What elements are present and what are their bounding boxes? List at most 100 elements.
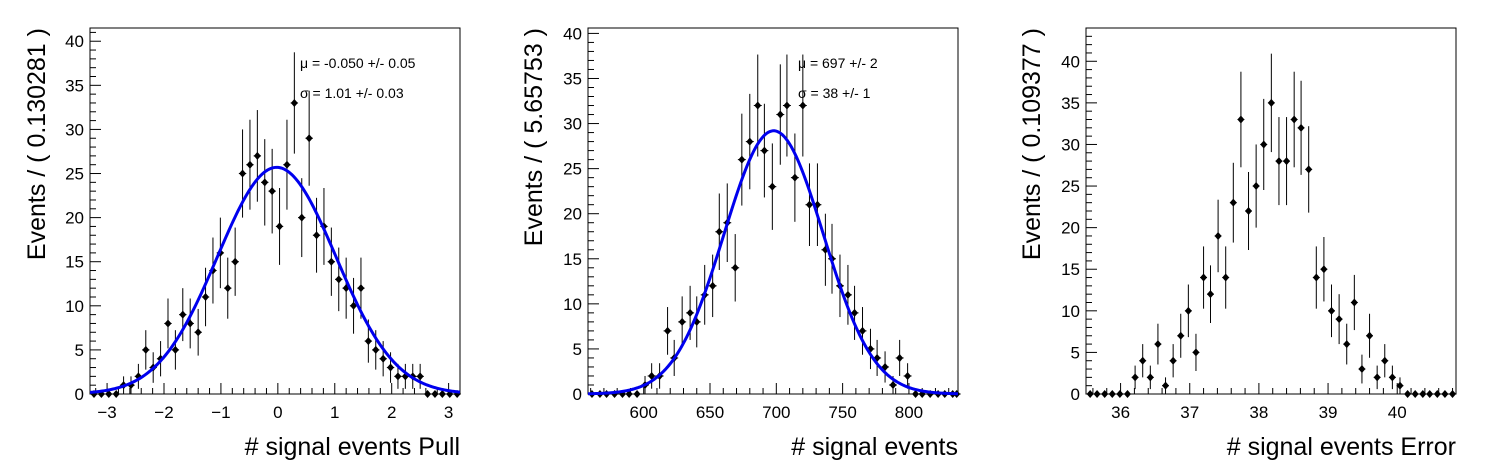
x-tick-label: −1 [211, 403, 230, 422]
data-point [1177, 331, 1185, 340]
data-point [179, 310, 187, 319]
data-point [1396, 381, 1404, 390]
data-point [171, 345, 179, 354]
data-point [142, 345, 150, 354]
data-point [851, 308, 859, 317]
data-point [1086, 390, 1094, 398]
data-point [1162, 381, 1170, 390]
data-point [904, 371, 912, 380]
data-point [276, 222, 284, 231]
data-point [1433, 390, 1441, 398]
data-point [1252, 182, 1260, 191]
data-point [1449, 390, 1457, 398]
data-point [112, 390, 120, 398]
data-point [253, 151, 261, 160]
y-axis-label: Events / ( 5.65753 ) [520, 28, 548, 246]
data-point [305, 134, 313, 143]
data-point [364, 337, 372, 346]
data-point [372, 345, 380, 354]
signal-events-panel: # signal events Events / ( 5.65753 ) μ =… [520, 24, 961, 461]
y-tick-label: 15 [1061, 260, 1080, 279]
data-point [678, 317, 686, 326]
data-point [715, 227, 723, 236]
data-point [791, 173, 799, 182]
data-point [1222, 273, 1230, 282]
data-point [738, 155, 746, 164]
data-point [1350, 298, 1358, 307]
data-point [1373, 373, 1381, 382]
y-tick-label: 15 [563, 250, 582, 269]
y-tick-label: 10 [65, 297, 84, 316]
y-axis-label: Events / ( 0.130281 ) [23, 28, 51, 260]
data-point [335, 275, 343, 284]
data-point [1358, 365, 1366, 374]
data-point [394, 372, 402, 381]
y-tick-label: 25 [1061, 177, 1080, 196]
y-tick-label: 5 [573, 340, 582, 359]
y-tick-label: 35 [563, 69, 582, 88]
data-point [912, 390, 920, 398]
data-point [1381, 356, 1389, 365]
data-point [664, 326, 672, 335]
data-point [1154, 340, 1162, 349]
data-point [1116, 390, 1124, 398]
data-point [768, 182, 776, 191]
data-point [754, 101, 762, 110]
data-point [776, 110, 784, 119]
x-tick-label: 750 [828, 403, 856, 422]
x-tick-label: 2 [387, 403, 396, 422]
data-point [231, 257, 239, 266]
data-point [783, 101, 791, 110]
data-point [1093, 390, 1101, 398]
data-point [805, 200, 813, 209]
x-axis-label: # signal events Pull [245, 433, 460, 461]
data-point [1305, 165, 1313, 174]
data-point [202, 292, 210, 301]
data-point [844, 290, 852, 299]
data-point [1267, 98, 1275, 107]
y-tick-label: 0 [573, 385, 582, 404]
y-tick-label: 5 [75, 341, 84, 360]
data-point [105, 390, 113, 398]
data-point [313, 231, 321, 240]
pull-distribution-panel: # signal events Pull Events / ( 0.130281… [23, 27, 461, 461]
data-point [709, 281, 717, 290]
x-tick-label: 38 [1249, 403, 1268, 422]
data-point [239, 169, 247, 178]
x-tick-label: 650 [696, 403, 724, 422]
x-tick-label: 800 [895, 403, 923, 422]
data-point [686, 308, 694, 317]
data-point [633, 390, 641, 398]
data-point [1343, 340, 1351, 349]
data-point [1419, 390, 1427, 398]
x-tick-label: 600 [630, 403, 658, 422]
x-tick-label: 700 [762, 403, 790, 422]
y-tick-label: 40 [65, 32, 84, 51]
y-tick-label: 10 [1061, 302, 1080, 321]
data-point [1366, 331, 1374, 340]
data-point [268, 187, 276, 196]
data-point [357, 284, 365, 293]
data-point [799, 101, 807, 110]
data-point [1312, 273, 1320, 282]
data-point [1192, 348, 1200, 357]
y-tick-label: 10 [563, 295, 582, 314]
y-tick-label: 40 [1061, 52, 1080, 71]
data-point [1101, 390, 1109, 398]
y-tick-label: 20 [563, 205, 582, 224]
plot-frame [89, 27, 461, 395]
data-point [261, 178, 269, 187]
fit-sigma-annotation: σ = 38 +/- 1 [798, 85, 871, 101]
data-point [896, 353, 904, 362]
data-point [424, 390, 432, 398]
x-tick-label: 0 [273, 403, 282, 422]
data-point [1206, 290, 1214, 299]
data-point [387, 363, 395, 372]
data-point [1441, 390, 1449, 398]
data-point [438, 390, 446, 398]
y-tick-label: 40 [563, 24, 582, 43]
data-point [350, 301, 358, 310]
data-point [1426, 390, 1434, 398]
data-point [283, 160, 291, 169]
y-tick-label: 0 [75, 385, 84, 404]
